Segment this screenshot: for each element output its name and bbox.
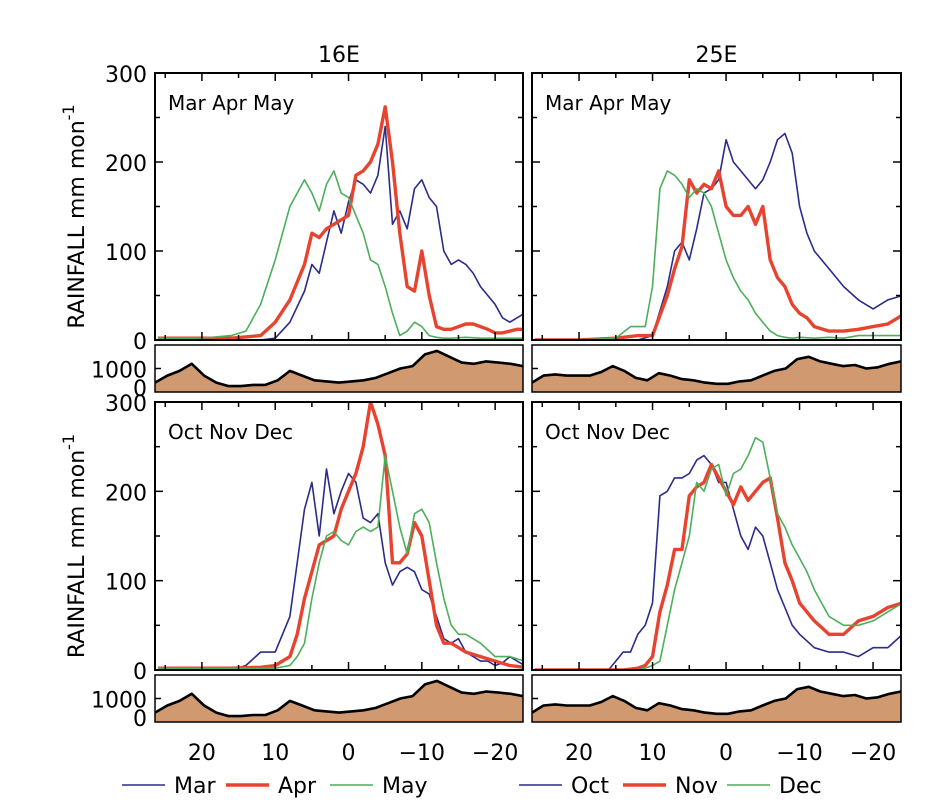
legend-label: May <box>382 774 427 799</box>
x-tick-label: −20 <box>850 741 896 766</box>
season-label: Mar Apr May <box>168 91 295 115</box>
strip-tick-label: 1000 <box>91 359 147 384</box>
series-line-oct <box>157 468 523 670</box>
y-tick-label: 0 <box>133 330 147 355</box>
x-tick-label: −10 <box>399 741 445 766</box>
column-title: 16E <box>318 43 360 68</box>
season-label: Oct Nov Dec <box>545 420 670 444</box>
y-tick-label: 0 <box>133 660 147 685</box>
terrain-line <box>154 679 524 718</box>
series-line-dec <box>534 436 901 670</box>
legend-label: Nov <box>675 774 718 799</box>
y-axis-label: RAINFALL mm mon-1 <box>59 434 90 658</box>
terrain-strip <box>531 344 902 393</box>
terrain-fill <box>532 356 901 392</box>
terrain-fill <box>532 686 901 722</box>
legend-label: Apr <box>278 774 317 799</box>
y-tick-label: 300 <box>105 63 147 88</box>
terrain-strip <box>531 674 902 723</box>
terrain-line <box>531 685 902 716</box>
legend-label: Oct <box>571 774 609 799</box>
y-axis-label: RAINFALL mm mon-1 <box>59 104 90 328</box>
terrain-line <box>531 355 902 386</box>
series-line-apr <box>157 105 523 340</box>
x-tick-label: −10 <box>776 741 822 766</box>
terrain-fill <box>155 350 523 392</box>
strip-tick-label: 0 <box>133 707 147 732</box>
x-tick-label: 10 <box>261 741 289 766</box>
series-line-may <box>157 170 523 339</box>
x-tick-label: 20 <box>188 741 216 766</box>
panel-25E-OND: Oct Nov Dec 20 10 0 −10 −20 <box>531 401 902 766</box>
x-tick-label: −20 <box>472 741 518 766</box>
legend-25E: Oct Nov Dec <box>519 774 822 799</box>
x-tick-label: 20 <box>565 741 593 766</box>
series-line-dec <box>157 454 523 669</box>
strip-tick-label: 0 <box>133 377 147 402</box>
y-tick-label: 200 <box>105 152 147 177</box>
series-line-oct <box>534 454 901 670</box>
y-tick-label: 300 <box>105 392 147 417</box>
y-tick-label: 100 <box>105 571 147 596</box>
terrain-strip <box>154 344 524 393</box>
legend-label: Mar <box>174 774 216 799</box>
y-tick-label: 100 <box>105 241 147 266</box>
x-tick-label: 0 <box>719 741 733 766</box>
legend-16E: Mar Apr May <box>122 774 427 799</box>
x-tick-label: 0 <box>342 741 356 766</box>
strip-tick-label: 1000 <box>91 689 147 714</box>
series-line-nov <box>157 402 523 670</box>
y-tick-label: 200 <box>105 481 147 506</box>
series-line-mar <box>534 132 901 340</box>
series-line-may <box>534 170 901 340</box>
panel-25E-MAM: Mar Apr May <box>531 72 902 393</box>
terrain-strip <box>154 674 524 723</box>
season-label: Mar Apr May <box>545 91 672 115</box>
legend-label: Dec <box>779 774 822 799</box>
season-label: Oct Nov Dec <box>168 420 293 444</box>
terrain-fill <box>155 680 523 722</box>
column-title: 25E <box>696 43 738 68</box>
x-tick-label: 10 <box>639 741 667 766</box>
series-line-apr <box>534 169 901 340</box>
series-line-nov <box>534 462 901 670</box>
series-line-mar <box>157 125 523 340</box>
terrain-line <box>154 349 524 388</box>
